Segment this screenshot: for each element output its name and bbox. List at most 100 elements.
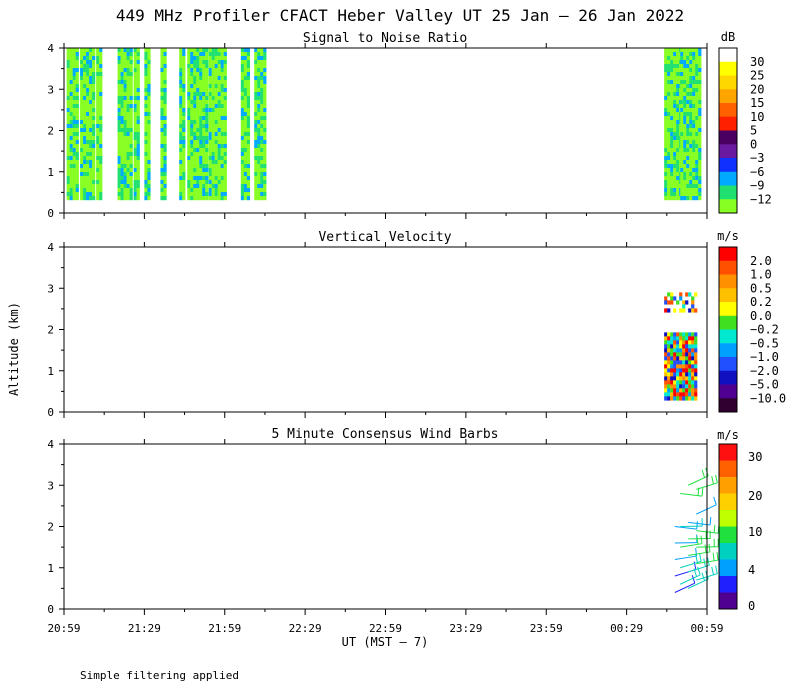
snr-cell	[695, 140, 699, 145]
snr-cell	[99, 104, 103, 109]
snr-cell	[205, 176, 209, 181]
velocity-cell	[673, 352, 677, 357]
snr-cell	[96, 152, 100, 157]
snr-cell	[72, 96, 76, 101]
snr-cell	[144, 180, 148, 185]
snr-cell	[199, 92, 203, 97]
snr-cell	[136, 136, 140, 141]
snr-cell	[240, 80, 245, 85]
snr-cell	[193, 188, 197, 193]
snr-cell	[163, 172, 167, 177]
snr-cell	[190, 88, 194, 93]
snr-cell	[136, 96, 140, 101]
snr-cell	[163, 148, 167, 153]
velocity-cell	[676, 360, 680, 365]
snr-cell	[92, 48, 96, 53]
snr-cell	[196, 56, 200, 61]
snr-cell	[144, 168, 148, 173]
snr-cell	[676, 140, 680, 145]
snr-cell	[220, 108, 224, 113]
snr-cell	[211, 60, 215, 65]
snr-cell	[190, 144, 194, 149]
snr-cell	[254, 68, 258, 73]
snr-cell	[670, 88, 674, 93]
colorbar-label: 20	[750, 82, 764, 96]
snr-cell	[254, 160, 258, 165]
snr-cell	[217, 152, 221, 157]
velocity-cell	[667, 340, 671, 345]
snr-cell	[80, 56, 84, 61]
velocity-cell	[694, 396, 698, 401]
snr-cell	[190, 152, 194, 157]
snr-cell	[208, 144, 212, 149]
snr-cell	[86, 104, 90, 109]
snr-cell	[695, 184, 699, 189]
snr-cell	[193, 96, 197, 101]
snr-cell	[695, 100, 699, 105]
snr-cell	[120, 60, 124, 65]
snr-cell	[683, 108, 687, 113]
snr-cell	[182, 168, 186, 173]
snr-cell	[695, 92, 699, 97]
snr-cell	[257, 76, 261, 81]
snr-cell	[676, 120, 680, 125]
snr-cell	[257, 48, 261, 53]
snr-cell	[92, 120, 96, 125]
snr-cell	[676, 116, 680, 121]
snr-cell	[190, 92, 194, 97]
x-tick-label: 22:29	[289, 622, 322, 635]
snr-cell	[129, 156, 133, 161]
snr-cell	[208, 48, 212, 53]
snr-cell	[243, 80, 248, 85]
snr-cell	[680, 56, 684, 61]
snr-cell	[686, 52, 690, 57]
snr-cell	[257, 188, 261, 193]
snr-cell	[686, 92, 690, 97]
snr-cell	[240, 152, 245, 157]
colorbar-swatch	[719, 89, 737, 104]
snr-cell	[117, 156, 121, 161]
wind-barb-shaft	[674, 582, 696, 593]
snr-cell	[211, 52, 215, 57]
snr-cell	[667, 160, 671, 165]
snr-cell	[263, 100, 267, 105]
snr-cell	[190, 192, 194, 197]
snr-cell	[96, 132, 100, 137]
snr-cell	[117, 188, 121, 193]
snr-cell	[163, 76, 167, 81]
snr-cell	[260, 52, 264, 57]
snr-cell	[72, 168, 76, 173]
snr-cell	[683, 132, 687, 137]
velocity-cell	[694, 384, 698, 389]
snr-cell	[263, 120, 267, 125]
snr-cell	[689, 60, 693, 65]
snr-cell	[69, 180, 73, 185]
snr-cell	[160, 180, 164, 185]
snr-cell	[187, 124, 191, 129]
snr-cell	[676, 180, 680, 185]
snr-cell	[217, 144, 221, 149]
snr-cell	[246, 188, 251, 193]
snr-cell	[664, 124, 668, 129]
snr-cell	[86, 80, 90, 85]
snr-cell	[75, 156, 79, 161]
snr-cell	[99, 88, 103, 93]
snr-cell	[190, 84, 194, 89]
snr-cell	[182, 48, 186, 53]
snr-cell	[163, 152, 167, 157]
snr-cell	[667, 56, 671, 61]
snr-cell	[683, 188, 687, 193]
snr-cell	[692, 172, 696, 177]
snr-cell	[208, 176, 212, 181]
snr-cell	[193, 52, 197, 57]
snr-cell	[689, 124, 693, 129]
snr-cell	[80, 84, 84, 89]
snr-cell	[133, 48, 137, 53]
wind-barb-flag	[713, 496, 717, 505]
snr-cell	[695, 176, 699, 181]
snr-cell	[123, 168, 127, 173]
snr-cell	[220, 132, 224, 137]
snr-cell	[187, 92, 191, 97]
snr-cell	[202, 184, 206, 189]
snr-cell	[126, 172, 130, 177]
